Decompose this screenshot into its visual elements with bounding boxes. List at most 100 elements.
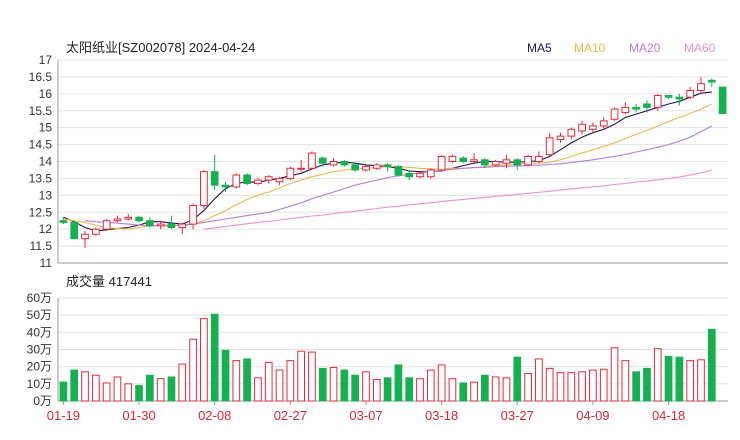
volume-bar [178, 363, 187, 402]
candle [578, 120, 586, 135]
candle-body [545, 137, 554, 156]
candle-body [567, 128, 576, 137]
volume-bar [340, 369, 349, 402]
volume-bar [405, 377, 414, 402]
candle-body [318, 157, 327, 164]
volume-bar [545, 367, 554, 402]
candle-body [200, 171, 208, 206]
candle [200, 169, 208, 209]
candle [210, 154, 219, 191]
date-tick-label: 04-18 [652, 408, 685, 423]
volume-bar [686, 360, 695, 402]
price-tick-label: 17 [39, 53, 53, 67]
volume-bar [59, 381, 68, 402]
price-tick-label: 16.5 [29, 70, 53, 84]
candle [383, 163, 392, 172]
candle-body [697, 83, 705, 91]
volume-bar [383, 377, 392, 402]
candle [372, 163, 381, 170]
candle [308, 151, 316, 170]
volume-bar [102, 382, 111, 402]
volume-bar [491, 376, 500, 402]
candle-body [675, 96, 684, 100]
candle-body [340, 161, 349, 166]
candle-body [102, 220, 111, 230]
candle [664, 95, 673, 99]
candle-body [448, 155, 457, 163]
candle [405, 171, 414, 181]
candle-body [135, 216, 143, 222]
candle-body [383, 164, 392, 168]
price-tick-label: 13 [39, 188, 53, 202]
volume-bar [610, 347, 619, 402]
price-tick-label: 14 [39, 155, 53, 169]
candle [124, 213, 133, 221]
candle [448, 154, 457, 164]
candle-body [264, 176, 273, 181]
candle-body [513, 159, 522, 166]
candle [351, 163, 360, 172]
volume-bar [426, 369, 435, 402]
candle-body [502, 159, 511, 164]
volume-bar [535, 358, 543, 402]
volume-bar [124, 383, 133, 402]
volume-bar [351, 374, 360, 402]
candle-body [394, 166, 403, 176]
candle-body [286, 167, 295, 179]
price-tick-label: 12.5 [29, 205, 53, 219]
candle-body [156, 223, 165, 227]
candle-body [491, 161, 500, 166]
candle [394, 164, 403, 177]
volume-bar [146, 374, 154, 402]
candle-body [610, 108, 619, 120]
candle [589, 122, 597, 133]
date-tick-label: 03-07 [349, 408, 382, 423]
candle-body [113, 218, 122, 222]
volume-bar [91, 374, 100, 402]
candle-body [275, 177, 284, 183]
volume-tick-label: 10万 [27, 377, 52, 391]
candle-body [146, 220, 154, 227]
date-tick-label: 04-09 [576, 408, 609, 423]
date-tick-label: 02-08 [198, 408, 231, 423]
price-tick-label: 11.5 [30, 239, 53, 253]
volume-bar [448, 378, 457, 402]
volume-bar [275, 369, 284, 402]
volume-bar [135, 385, 143, 402]
price-gridlines [58, 59, 728, 264]
volume-bar [200, 318, 208, 402]
candle-body [362, 166, 370, 171]
candle [621, 102, 630, 115]
volume-bar [632, 371, 640, 402]
volume-bar [81, 371, 89, 402]
candle [178, 222, 187, 235]
candle [135, 215, 143, 223]
volume-bar [653, 348, 662, 402]
price-tick-label: 11 [40, 256, 53, 270]
volume-bar [167, 376, 176, 402]
price-tick-label: 16 [39, 87, 53, 101]
volume-bar [524, 373, 532, 402]
candle [599, 117, 608, 130]
price-tick-label: 12 [39, 222, 53, 236]
candle [491, 159, 500, 167]
candle-body [643, 103, 651, 108]
legend-ma20: MA20 [629, 41, 661, 55]
candle [459, 156, 468, 164]
volume-bar [567, 372, 576, 402]
candle-body [178, 223, 187, 228]
candle-body [470, 159, 478, 163]
candle-body [535, 155, 543, 163]
candle-body [351, 164, 360, 171]
volume-bar [156, 378, 165, 402]
candle-body [232, 174, 241, 188]
candle [481, 158, 489, 169]
price-y-axis: 11 11.5 12 12.5 13 13.5 14 14.5 15 15.5 16 16.5 17 [29, 53, 728, 270]
date-tick-label: 03-18 [425, 408, 458, 423]
candle [697, 76, 705, 94]
volume-tick-label: 30万 [27, 343, 52, 357]
candle-body [664, 95, 673, 98]
volume-tick-label: 20万 [27, 360, 52, 374]
legend-ma5: MA5 [527, 41, 552, 55]
